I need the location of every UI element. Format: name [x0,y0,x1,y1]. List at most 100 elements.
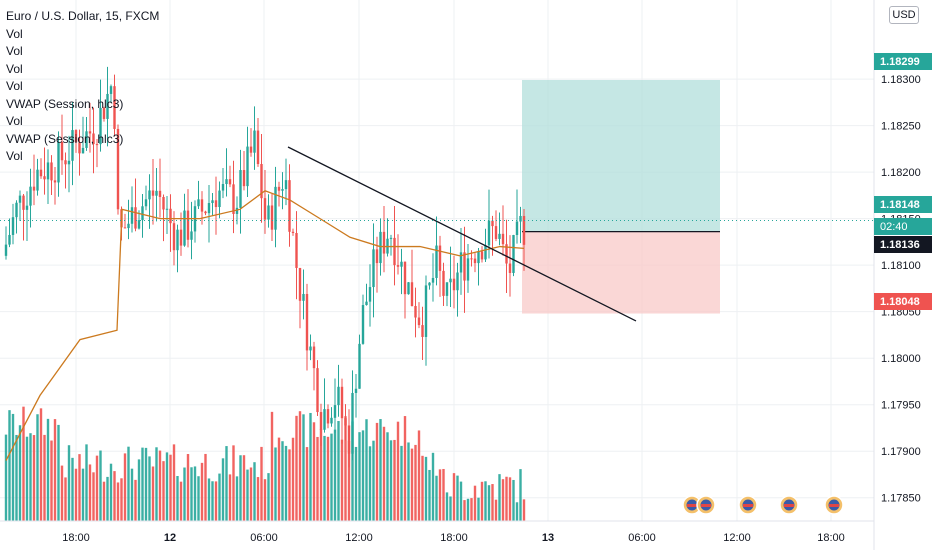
indicator-vol[interactable]: Vol [6,79,23,93]
volume-bar [74,468,78,521]
candle-body [288,180,291,232]
volume-bar [29,433,32,521]
volume-bar [85,444,88,521]
indicator-vol[interactable]: Vol [6,44,23,58]
volume-bar [53,419,57,521]
x-tick-label: 18:00 [817,532,845,544]
volume-bar [197,476,200,521]
volume-bar [386,432,389,521]
candle-body [18,195,22,203]
volume-bar [368,446,372,521]
volume-bar [519,469,522,521]
volume-bar [421,455,424,521]
volume-bar [221,458,225,521]
candle-body [60,141,64,161]
candle-body [109,86,113,94]
volume-bar [295,415,298,521]
candle-body [85,131,88,148]
volume-bar [480,481,484,521]
candle-body [53,180,57,183]
volume-bar [379,419,382,521]
indicator-vol[interactable]: Vol [6,61,23,76]
volume-bar [410,448,414,521]
candle-body [211,200,214,204]
candle-body [22,195,25,210]
candle-body [218,190,221,208]
volume-bar [291,437,295,521]
indicator-vol[interactable]: Vol [6,26,23,41]
volume-bar [515,502,519,521]
volume-bar [452,473,456,521]
candle-body [134,207,137,229]
candle-body [11,217,15,235]
candle-body [225,179,228,185]
volume-bar [340,439,344,521]
candle-body [396,265,400,267]
x-tick-label: 06:00 [250,532,278,544]
flag-stripe-icon [743,504,753,507]
candle-body [214,200,218,208]
event-icons[interactable] [682,495,844,515]
volume-bars [4,406,526,521]
candle-body [344,418,347,426]
candle-body [480,251,484,260]
candle-body [375,249,379,264]
candle-body [151,190,155,196]
volume-bar [326,436,330,521]
candle-body [347,425,351,454]
candle-body [169,208,172,224]
symbol-title[interactable]: Euro / U.S. Dollar, 15, FXCM [6,9,160,23]
candle-body [183,210,186,246]
y-tick-label: 1.18200 [881,167,921,179]
volume-bar [365,419,368,521]
volume-bar [60,465,64,521]
entry-price-label: 1.18136 [874,236,932,253]
drawings[interactable] [0,146,874,322]
volume-bar [477,497,480,521]
volume-bar [109,463,113,521]
volume-bar [39,408,43,521]
candle-body [197,199,200,207]
volume-bar [141,447,144,521]
stop-loss-zone [522,231,720,314]
candle-body [172,223,176,251]
candle-body [410,282,414,307]
volume-bar [396,421,400,521]
take-profit-price-label: 1.18299 [874,53,932,70]
candle-body [284,180,288,190]
candle-body [162,196,165,210]
x-tick-label: 18:00 [62,532,90,544]
position-zones[interactable] [522,80,720,314]
candle-body [253,130,256,153]
indicator-vwap[interactable]: VWAP (Session, hlc3) [6,131,124,146]
volume-bar [95,455,99,521]
currency-badge[interactable]: USD [889,6,919,24]
candle-body [39,169,43,177]
candle-body [428,282,431,286]
volume-bar [508,477,512,521]
volume-bar [214,481,218,521]
candle-body [95,144,99,146]
volume-bar [165,452,169,521]
candle-body [32,186,36,191]
volume-bar [193,466,197,521]
volume-bar [81,468,85,521]
candle-body [71,130,74,161]
candle-body [414,306,417,318]
candle-body [519,215,522,222]
indicator-vol[interactable]: Vol [6,149,23,163]
indicator-vwap[interactable]: VWAP (Session, hlc3) [6,96,124,111]
volume-bar [512,479,515,521]
candle-body [361,305,365,344]
candle-body [431,277,435,283]
candle-body [400,261,403,267]
volume-bar [155,447,158,521]
volume-bar [312,422,316,521]
indicator-vol[interactable]: Vol [6,114,23,128]
x-tick-label: 13 [542,532,554,544]
candle-body [130,207,134,224]
candle-body [456,272,459,291]
x-tick-label: 12:00 [723,532,751,544]
